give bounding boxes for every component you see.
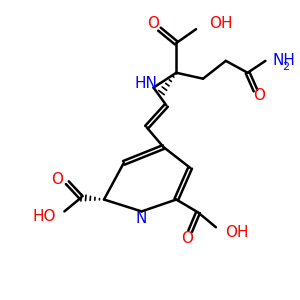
Text: 2: 2 [282,62,290,72]
Text: HO: HO [33,209,56,224]
Text: O: O [254,88,266,103]
Text: OH: OH [209,16,232,31]
Text: HN: HN [134,76,157,91]
Text: O: O [181,231,193,246]
Text: O: O [148,16,160,31]
Text: O: O [51,172,63,187]
Text: NH: NH [272,53,295,68]
Text: N: N [136,211,147,226]
Text: OH: OH [225,225,248,240]
